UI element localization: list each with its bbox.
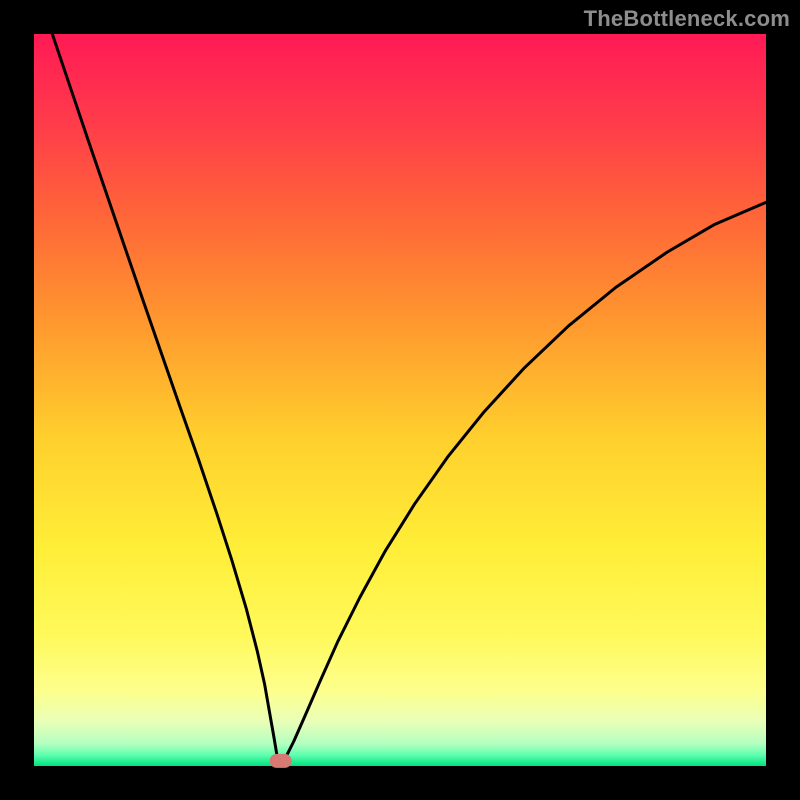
chart-outer-frame: TheBottleneck.com	[0, 0, 800, 800]
chart-background	[34, 34, 766, 766]
bottleneck-chart	[0, 0, 800, 800]
optimum-marker	[270, 754, 292, 768]
watermark-text: TheBottleneck.com	[584, 6, 790, 32]
